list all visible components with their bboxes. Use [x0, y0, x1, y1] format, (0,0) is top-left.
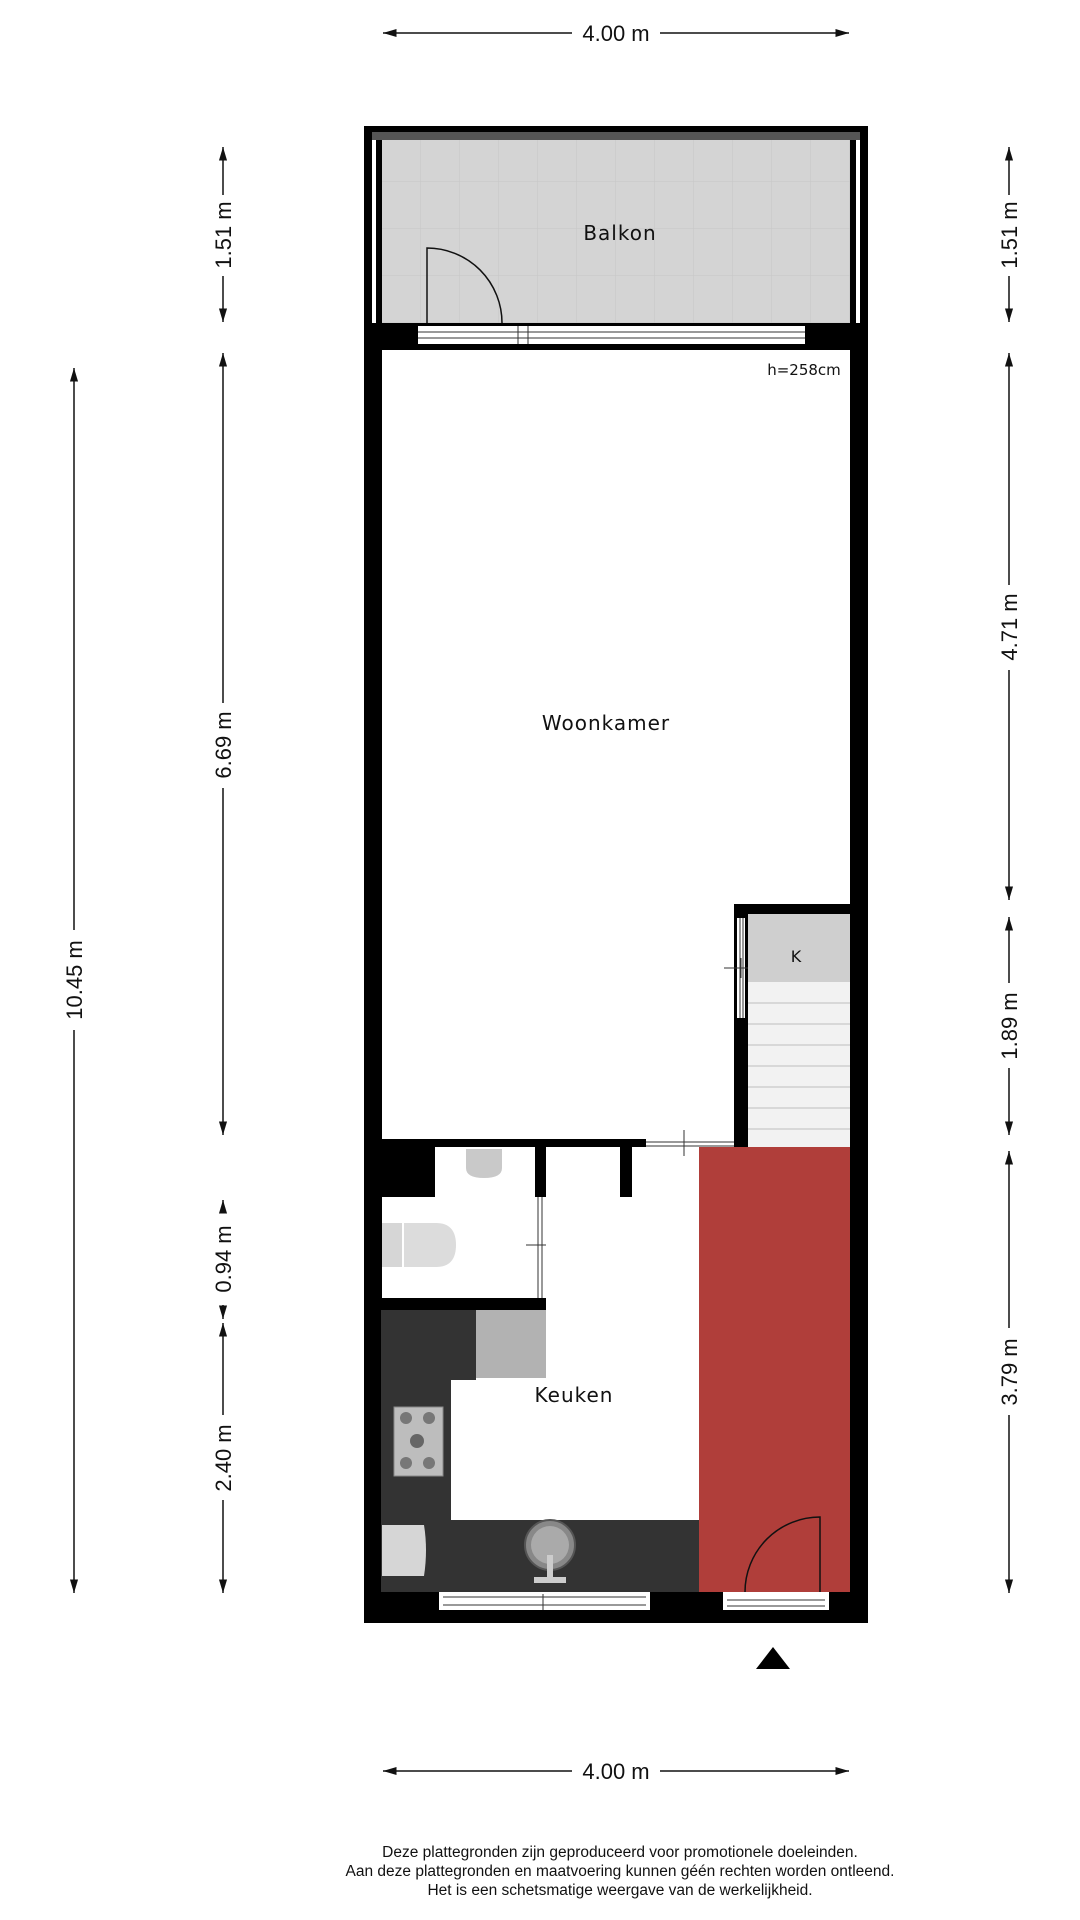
dimension-right-hall: 3.79 m	[997, 1151, 1022, 1593]
kitchen-counter	[381, 1310, 476, 1380]
dimension-left-woonkamer: 6.69 m	[211, 353, 236, 1135]
room-label-keuken: Keuken	[535, 1383, 614, 1407]
dimension-right-stair: 1.89 m	[997, 917, 1022, 1135]
dimension-top-width: 4.00 m	[383, 21, 849, 46]
room-label-woonkamer: Woonkamer	[542, 711, 670, 735]
stair-wall	[734, 904, 850, 914]
svg-text:1.51 m: 1.51 m	[997, 201, 1022, 268]
balcony-window[interactable]	[418, 326, 805, 344]
entrance-door[interactable]	[723, 1592, 829, 1610]
balcony-side-rail	[372, 140, 376, 323]
dimension-left-toilet: 0.94 m	[211, 1200, 236, 1319]
closet-k	[748, 914, 850, 982]
dishwasher	[382, 1525, 426, 1576]
fridge	[476, 1310, 546, 1378]
dimension-right-balkon: 1.51 m	[997, 147, 1022, 322]
svg-text:Aan deze plattegronden en maat: Aan deze plattegronden en maatvoering ku…	[346, 1863, 895, 1880]
room-label-balkon: Balkon	[583, 221, 656, 245]
hall-highlight	[699, 1147, 850, 1592]
svg-text:4.00 m: 4.00 m	[582, 21, 649, 46]
balcony-door-swing	[426, 247, 503, 324]
staircase	[748, 982, 850, 1150]
dimension-right-woonkamer: 4.71 m	[997, 353, 1022, 900]
sink-icon	[524, 1519, 576, 1583]
svg-text:4.71 m: 4.71 m	[997, 593, 1022, 660]
room-label-kast: K	[791, 947, 802, 966]
entrance-door-swing	[744, 1516, 821, 1593]
entrance-arrow-icon	[756, 1647, 790, 1669]
svg-text:2.40 m: 2.40 m	[211, 1424, 236, 1491]
svg-text:10.45 m: 10.45 m	[62, 940, 87, 1020]
ceiling-height-label: h=258cm	[767, 361, 841, 379]
svg-text:1.89 m: 1.89 m	[997, 992, 1022, 1059]
dimension-left-total: 10.45 m	[62, 368, 87, 1593]
balcony-floor	[382, 140, 850, 323]
balcony-side-rail	[856, 140, 860, 323]
svg-text:Het is een schetsmatige weerga: Het is een schetsmatige weergave van de …	[427, 1882, 812, 1899]
stove-icon	[393, 1406, 444, 1477]
svg-text:4.00 m: 4.00 m	[582, 1759, 649, 1784]
svg-text:6.69 m: 6.69 m	[211, 711, 236, 778]
dimension-bottom-width: 4.00 m	[383, 1759, 849, 1784]
balcony-railing	[372, 132, 860, 140]
dimension-left-balkon: 1.51 m	[211, 147, 236, 322]
svg-text:Deze plattegronden zijn geprod: Deze plattegronden zijn geproduceerd voo…	[382, 1844, 858, 1861]
svg-text:3.79 m: 3.79 m	[997, 1338, 1022, 1405]
svg-text:1.51 m: 1.51 m	[211, 201, 236, 268]
dimension-left-keuken: 2.40 m	[211, 1323, 236, 1593]
disclaimer: Deze plattegronden zijn geproduceerd voo…	[346, 1844, 895, 1899]
toilet-icon	[382, 1223, 456, 1267]
kitchen-window[interactable]	[439, 1592, 650, 1610]
washbasin-icon	[466, 1149, 502, 1178]
kitchen-counter	[451, 1520, 699, 1592]
svg-text:0.94 m: 0.94 m	[211, 1225, 236, 1292]
